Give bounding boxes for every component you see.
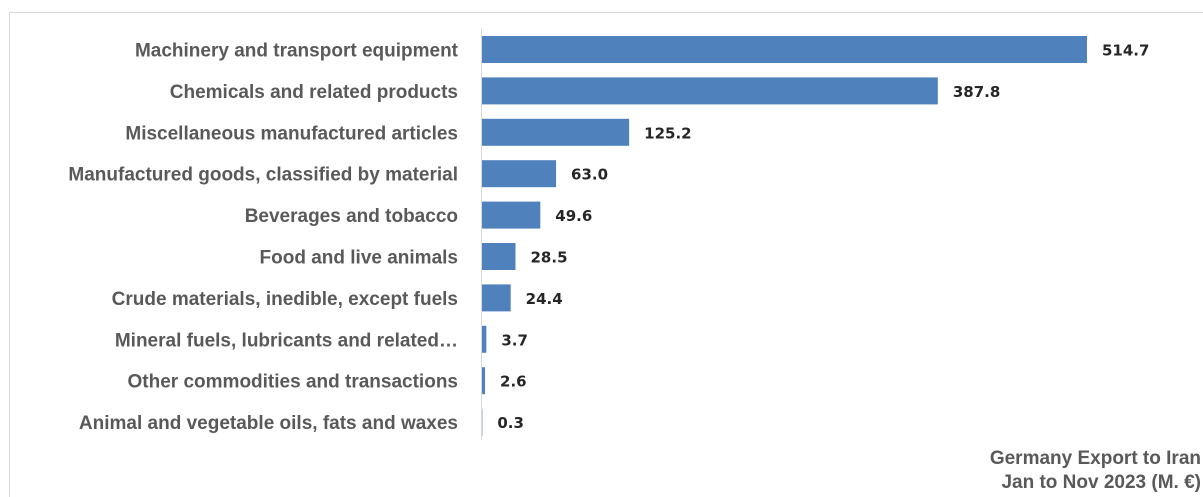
bar bbox=[482, 284, 511, 312]
bar bbox=[482, 118, 630, 146]
bar bbox=[482, 36, 1087, 63]
chart-caption: Germany Export to Iran Jan to Nov 2023 (… bbox=[990, 447, 1201, 495]
category-label: Other commodities and transactions bbox=[128, 372, 458, 393]
data-label: 24.4 bbox=[526, 290, 563, 308]
bar bbox=[482, 367, 486, 395]
data-label: 3.7 bbox=[501, 331, 528, 349]
category-label: Miscellaneous manufactured articles bbox=[125, 123, 458, 144]
category-label: Chemicals and related products bbox=[170, 82, 458, 103]
category-label: Beverages and tobacco bbox=[245, 206, 458, 227]
data-label: 49.6 bbox=[555, 207, 592, 225]
data-label: 2.6 bbox=[500, 373, 527, 391]
bar bbox=[482, 77, 938, 105]
bar bbox=[482, 160, 557, 188]
category-label: Food and live animals bbox=[260, 248, 459, 269]
data-label: 514.7 bbox=[1102, 42, 1149, 60]
caption-line-2: Jan to Nov 2023 (M. €) bbox=[1001, 472, 1201, 493]
data-label: 28.5 bbox=[531, 249, 568, 267]
chart-frame bbox=[9, 12, 1203, 497]
data-label: 125.2 bbox=[644, 124, 691, 142]
category-label: Animal and vegetable oils, fats and waxe… bbox=[79, 413, 458, 434]
bar bbox=[482, 201, 541, 229]
category-label: Mineral fuels, lubricants and related… bbox=[115, 330, 458, 351]
bar bbox=[482, 243, 516, 270]
caption-line-1: Germany Export to Iran bbox=[989, 448, 1201, 469]
data-label: 63.0 bbox=[571, 166, 608, 184]
data-label: 0.3 bbox=[497, 414, 524, 432]
bar bbox=[482, 325, 487, 353]
category-label: Crude materials, inedible, except fuels bbox=[112, 289, 458, 310]
category-label: Machinery and transport equipment bbox=[135, 41, 459, 62]
data-label: 387.8 bbox=[953, 83, 1000, 101]
category-label: Manufactured goods, classified by materi… bbox=[68, 165, 458, 186]
